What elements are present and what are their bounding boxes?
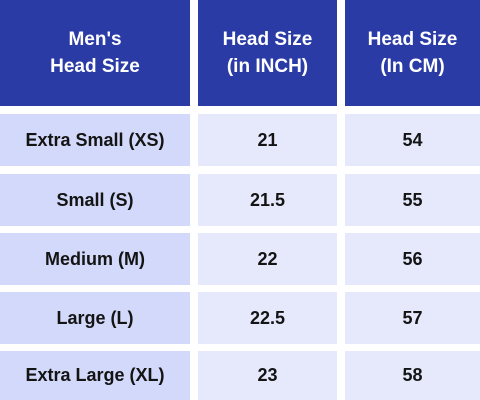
- cm-value-cell: 56: [345, 233, 480, 285]
- header-line: Men's: [68, 29, 122, 50]
- cm-value-cell: 57: [345, 292, 480, 344]
- header-line: Head Size: [367, 29, 458, 50]
- inch-value-cell: 23: [198, 351, 337, 400]
- size-label-cell: Small (S): [0, 174, 190, 226]
- cm-value-cell: 54: [345, 114, 480, 166]
- size-label-cell: Large (L): [0, 292, 190, 344]
- header-mens-head-size: Men's Head Size: [0, 0, 190, 106]
- size-label-cell: Extra Large (XL): [0, 351, 190, 400]
- size-label-cell: Extra Small (XS): [0, 114, 190, 166]
- header-head-size-cm: Head Size (In CM): [345, 0, 480, 106]
- inch-value-cell: 21.5: [198, 174, 337, 226]
- inch-value-cell: 22.5: [198, 292, 337, 344]
- size-label-cell: Medium (M): [0, 233, 190, 285]
- header-line: Head Size: [50, 56, 140, 77]
- header-line: (In CM): [380, 56, 445, 77]
- cm-value-cell: 58: [345, 351, 480, 400]
- inch-value-cell: 22: [198, 233, 337, 285]
- header-head-size-inch: Head Size (in INCH): [198, 0, 337, 106]
- header-line: (in INCH): [226, 56, 309, 77]
- cm-value-cell: 55: [345, 174, 480, 226]
- header-line: Head Size: [222, 29, 313, 50]
- inch-value-cell: 21: [198, 114, 337, 166]
